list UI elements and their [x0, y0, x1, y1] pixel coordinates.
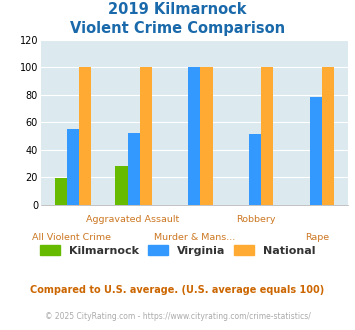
Bar [249, 135, 261, 205]
Bar [261, 67, 273, 205]
Text: Murder & Mans...: Murder & Mans... [154, 233, 235, 242]
Text: Violent Crime Comparison: Violent Crime Comparison [70, 21, 285, 36]
Bar [140, 67, 152, 205]
Text: Aggravated Assault: Aggravated Assault [86, 214, 180, 223]
Text: All Violent Crime: All Violent Crime [32, 233, 111, 242]
Bar [79, 67, 91, 205]
Text: Rape: Rape [305, 233, 329, 242]
Text: © 2025 CityRating.com - https://www.cityrating.com/crime-statistics/: © 2025 CityRating.com - https://www.city… [45, 312, 310, 321]
Bar [322, 67, 334, 205]
Bar [188, 67, 201, 205]
Bar [201, 67, 213, 205]
Bar [67, 129, 79, 205]
Bar [127, 133, 140, 205]
Text: Robbery: Robbery [236, 214, 275, 223]
Text: Compared to U.S. average. (U.S. average equals 100): Compared to U.S. average. (U.S. average … [31, 285, 324, 295]
Legend: Kilmarnock, Virginia, National: Kilmarnock, Virginia, National [36, 241, 320, 260]
Text: 2019 Kilmarnock: 2019 Kilmarnock [108, 2, 247, 16]
Bar [115, 166, 127, 205]
Bar [55, 179, 67, 205]
Bar [310, 97, 322, 205]
